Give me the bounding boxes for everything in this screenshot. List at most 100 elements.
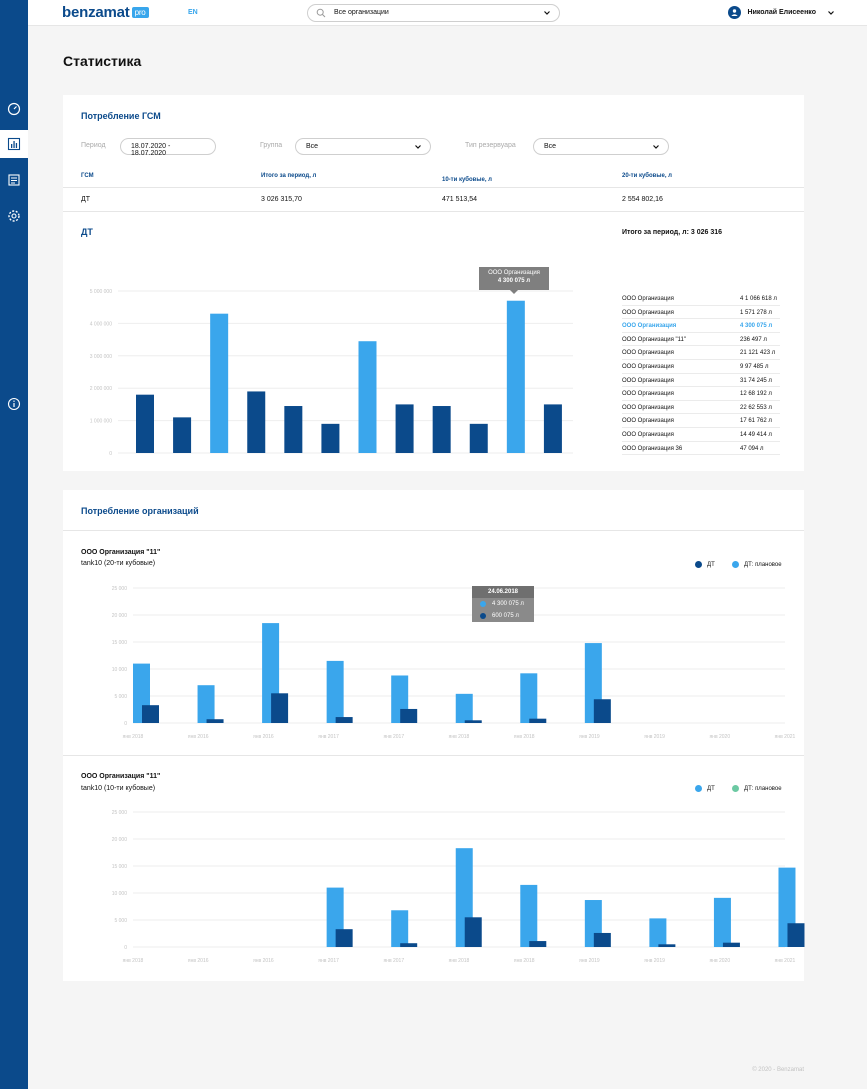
legend-org-name: ООО Организация <box>622 377 674 384</box>
organization-legend-list: ООО Организация 4 1 066 618 л ООО Организа… <box>622 292 780 456</box>
organization-select[interactable]: Все организации <box>307 4 560 22</box>
table-header-fuel: ГСМ <box>81 173 94 179</box>
page-title: Статистика <box>63 53 142 69</box>
report-icon[interactable] <box>0 166 28 194</box>
legend-org-name: ООО Организация 36 <box>622 445 683 452</box>
table-cell-total: 3 026 315,70 <box>261 196 302 203</box>
x-tick-label: янв 2019 <box>579 734 600 740</box>
x-tick-label: янв 2021 <box>775 734 796 740</box>
bar <box>469 423 488 453</box>
legend-row[interactable]: ООО Организация 12 68 192 л <box>622 387 780 401</box>
info-icon[interactable] <box>0 390 28 418</box>
y-tick-label: 20 000 <box>112 837 128 843</box>
legend-row[interactable]: ООО Организация 36 47 094 л <box>622 442 780 456</box>
legend-label: ДТ: плановое <box>744 561 782 568</box>
bar-actual <box>335 929 353 947</box>
tooltip-value-1: 4 300 075 л <box>492 601 524 607</box>
x-tick-label: янв 2020 <box>709 734 730 740</box>
legend-dot <box>695 785 702 792</box>
bar <box>210 313 229 453</box>
legend-org-value: 14 49 414 л <box>740 431 772 438</box>
bar-actual <box>400 943 418 947</box>
organization-select-value: Все организации <box>334 9 389 16</box>
table-header-20: 20-ти кубовые, л <box>622 173 672 179</box>
y-tick-label: 0 <box>124 721 127 727</box>
table-divider <box>63 211 804 212</box>
table-header-total: Итого за период, л <box>261 173 317 179</box>
bar-actual <box>464 917 482 947</box>
bar-planned <box>713 897 731 947</box>
period-picker[interactable]: 18.07.2020 - 18.07.2020 <box>120 138 216 157</box>
x-tick-label: янв 2017 <box>318 958 339 964</box>
bar-actual <box>658 944 676 947</box>
logo-text: benzamat <box>62 4 130 21</box>
bar <box>358 341 377 453</box>
gear-icon[interactable] <box>0 202 28 230</box>
legend-row[interactable]: ООО Организация 22 62 553 л <box>622 401 780 415</box>
x-tick-label: янв 2019 <box>579 958 600 964</box>
y-tick-label: 4 000 000 <box>90 321 112 327</box>
user-menu[interactable]: Николай Елисеенко <box>727 6 835 19</box>
chevron-down-icon <box>653 145 659 149</box>
x-tick-label: янв 2016 <box>188 734 209 740</box>
speedometer-icon[interactable] <box>0 95 28 123</box>
tooltip-dot <box>480 613 486 619</box>
legend-row[interactable]: ООО Организация 9 97 485 л <box>622 360 780 374</box>
group-select[interactable]: Все <box>295 138 431 155</box>
fuel-consumption-card: Потребление ГСМ Период 18.07.2020 - 18.0… <box>63 95 804 471</box>
y-tick-label: 3 000 000 <box>90 354 112 360</box>
bar-planned <box>391 910 409 947</box>
y-tick-label: 20 000 <box>112 613 128 619</box>
chevron-down-icon <box>415 145 421 149</box>
chart1-subtitle: tank10 (20-ти кубовые) <box>81 560 156 567</box>
legend-org-value: 31 74 245 л <box>740 377 772 384</box>
y-tick-label: 5 000 <box>114 918 127 924</box>
legend-org-value: 47 094 л <box>740 445 764 452</box>
legend-row[interactable]: ООО Организация 4 300 075 л <box>622 319 780 333</box>
bar-chart-icon[interactable] <box>0 130 28 158</box>
legend-row[interactable]: ООО Организация "11" 236 497 л <box>622 333 780 347</box>
legend-item-planned: ДТ: плановое <box>732 785 782 792</box>
bar-planned <box>455 693 473 723</box>
legend-org-name: ООО Организация <box>622 404 674 411</box>
bar-actual <box>335 717 353 723</box>
bar-planned <box>649 918 667 947</box>
legend-row[interactable]: ООО Организация 17 61 762 л <box>622 414 780 428</box>
x-tick-label: янв 2019 <box>644 734 665 740</box>
chart-tooltip: 24.06.2018 4 300 075 л 600 075 л <box>472 586 534 622</box>
table-divider <box>63 187 804 188</box>
search-icon <box>316 8 326 18</box>
tank-type-select[interactable]: Все <box>533 138 669 155</box>
legend-dot <box>732 785 739 792</box>
x-tick-label: янв 2017 <box>383 958 404 964</box>
tooltip-dot <box>480 601 486 607</box>
table-header-10: 10-ти кубовые, л <box>442 177 492 183</box>
legend-row[interactable]: ООО Организация 14 49 414 л <box>622 428 780 442</box>
logo[interactable]: benzamat pro <box>62 4 149 21</box>
bar-planned <box>197 685 215 723</box>
legend-row[interactable]: ООО Организация 31 74 245 л <box>622 374 780 388</box>
bar-planned <box>520 884 538 947</box>
bar-actual <box>142 705 159 723</box>
x-tick-label: янв 2019 <box>644 958 665 964</box>
legend-org-value: 22 62 553 л <box>740 404 772 411</box>
bar-actual <box>400 708 418 723</box>
legend-org-value: 4 1 066 618 л <box>740 296 777 302</box>
x-tick-label: янв 2017 <box>318 734 339 740</box>
legend-org-value: 9 97 485 л <box>740 363 769 370</box>
x-tick-label: янв 2016 <box>253 958 274 964</box>
legend-label: ДТ <box>707 561 715 568</box>
bar-actual <box>593 699 611 723</box>
language-switch[interactable]: EN <box>188 9 198 16</box>
bar-planned <box>520 673 538 723</box>
tooltip-date: 24.06.2018 <box>472 586 534 598</box>
bar <box>395 404 414 453</box>
chart1-title: ООО Организация "11" <box>81 549 161 556</box>
legend-row[interactable]: ООО Организация 1 571 278 л <box>622 306 780 320</box>
bar <box>321 423 340 453</box>
legend-row[interactable]: ООО Организация 21 121 423 л <box>622 346 780 360</box>
legend-item-dt: ДТ <box>695 561 715 568</box>
y-tick-label: 25 000 <box>112 586 128 592</box>
legend-row[interactable]: ООО Организация 4 1 066 618 л <box>622 292 780 306</box>
legend-label: ДТ <box>707 785 715 792</box>
